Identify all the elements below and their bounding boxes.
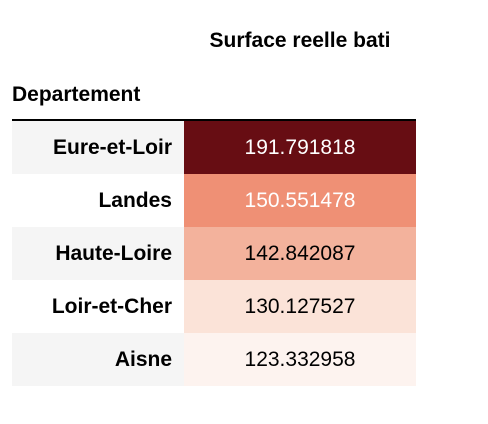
column-header: Surface reelle bati	[209, 29, 391, 52]
value-cell: 123.332958	[184, 333, 416, 386]
table-row: Landes 150.551478	[12, 174, 416, 227]
value-cell: 191.791818	[184, 121, 416, 174]
row-label: Landes	[98, 189, 172, 212]
row-label: Aisne	[12, 333, 184, 386]
header-rule	[12, 119, 416, 121]
index-header: Departement	[12, 83, 141, 106]
table-row: Haute-Loire 142.842087	[12, 227, 416, 280]
table-body: Eure-et-Loir 191.791818 Landes 150.551478 Ha…	[12, 121, 416, 386]
table-row: Aisne 123.332958	[12, 333, 416, 386]
row-label: Loir-et-Cher	[51, 295, 172, 318]
row-label: Haute-Loire	[12, 227, 184, 280]
value-cell: 142.842087	[184, 227, 416, 280]
table-row: Eure-et-Loir 191.791818	[12, 121, 416, 174]
row-label: Eure-et-Loir	[12, 121, 184, 174]
table-row: Loir-et-Cher 130.127527	[12, 280, 416, 333]
value-cell: 150.551478	[184, 174, 416, 227]
value-cell: 130.127527	[184, 280, 416, 333]
